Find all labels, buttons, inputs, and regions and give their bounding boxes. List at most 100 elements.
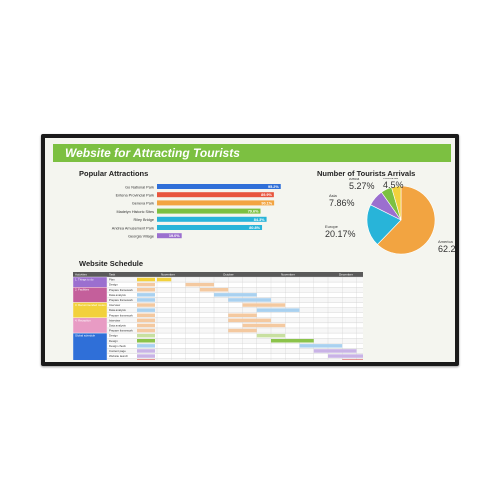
schedule-task-label: Design	[109, 283, 118, 287]
attractions-bar-chart: Go National Park 95.2% Entena Provincial P…	[112, 184, 281, 239]
bar-value-label: 19.0%	[169, 234, 180, 238]
pie-slice	[376, 185, 436, 255]
schedule-task-swatch	[137, 313, 155, 317]
bar-value-label: 79.6%	[248, 210, 259, 214]
schedule-gantt-bar	[228, 318, 271, 323]
schedule-task-label: Website launch	[109, 354, 129, 358]
schedule-task-label: Content page	[109, 349, 126, 353]
schedule-gantt-bar	[342, 359, 363, 360]
pie-value-label: 20.17%	[325, 229, 356, 239]
schedule-task-swatch	[137, 359, 155, 360]
pie-label: Europe	[325, 224, 339, 229]
schedule-task-swatch	[137, 323, 155, 328]
schedule-task-swatch	[137, 303, 155, 307]
schedule-gantt-bar	[328, 354, 363, 358]
schedule-task-label: Design check	[109, 344, 126, 348]
bar-mark	[157, 208, 261, 214]
schedule-row	[106, 358, 363, 360]
schedule-task-swatch	[137, 328, 155, 333]
screen: Website for Attracting Tourists Popular …	[45, 138, 455, 362]
schedule-task-label: Design	[109, 339, 118, 343]
schedule-task-label: Prepare framework	[109, 288, 133, 292]
schedule-task-swatch	[137, 349, 155, 353]
pie-slice	[391, 185, 402, 221]
bar-value-label: 95.2%	[268, 185, 279, 189]
schedule-task-swatch	[137, 333, 155, 338]
schedule-gantt: Activities Task November October November Dec…	[73, 272, 363, 360]
schedule-header-label: Task	[109, 273, 116, 277]
schedule-task-label: Prepare framework	[109, 313, 133, 317]
schedule-task-swatch	[137, 318, 155, 323]
schedule-group-label: 3. Recommended routes	[75, 303, 106, 307]
schedule-task-label: Data analysis	[109, 324, 126, 328]
bar-category-label: Geneva Park	[132, 202, 154, 206]
arrivals-heading: Number of Tourists Arrivals	[317, 169, 416, 178]
pie-value-label: 5.27%	[349, 181, 375, 191]
schedule-task-swatch	[137, 277, 155, 282]
schedule-heading: Website Schedule	[79, 259, 144, 268]
bar-category-label: Riley Bridge	[134, 218, 154, 222]
schedule-task-swatch	[137, 293, 155, 297]
pie-value-label: 7.86%	[329, 198, 355, 208]
bar-value-label: 80.8%	[249, 226, 260, 230]
bar-value-label: 89.9%	[261, 193, 272, 197]
bar-mark	[157, 192, 274, 198]
bar-mark	[157, 225, 263, 230]
bar-mark	[157, 200, 275, 206]
schedule-gantt-bar	[242, 303, 286, 307]
schedule-gantt-bar	[214, 293, 257, 297]
schedule-task-swatch	[137, 298, 155, 302]
attractions-heading: Popular Attractions	[79, 169, 149, 178]
schedule-gantt-bar	[185, 282, 214, 287]
schedule-task-swatch	[137, 354, 155, 358]
bar-category-label: Entena Provincial Park	[116, 194, 155, 198]
pie-label: Asia	[329, 193, 338, 198]
bar-category-label: Georgia Village	[128, 235, 154, 239]
schedule-gantt-bar	[157, 277, 172, 282]
schedule-task-label: Prepare framework	[109, 298, 133, 302]
bar-mark	[157, 216, 267, 222]
schedule-gantt-bar	[313, 349, 357, 353]
schedule-gantt-bar	[271, 339, 314, 343]
bar-mark	[157, 184, 281, 189]
schedule-gantt-bar	[299, 344, 343, 348]
schedule-task-label: Data analysis	[109, 308, 126, 312]
schedule-group-label: 4. Reception	[75, 318, 91, 322]
schedule-task-swatch	[137, 308, 155, 312]
schedule-header-row	[73, 272, 363, 277]
schedule-task-label: Plan	[109, 278, 115, 282]
bar-value-label: 90.1%	[261, 201, 272, 205]
schedule-gantt-bar	[228, 298, 271, 302]
schedule-task-label: Prepare framework	[109, 329, 133, 333]
schedule-task-swatch	[137, 339, 155, 343]
schedule-header-label: November	[161, 273, 175, 277]
pie-label: Oceania	[383, 178, 399, 180]
schedule-group-label: Global schedule	[75, 334, 96, 338]
schedule-gantt-bar	[256, 308, 300, 312]
schedule-header-label: December	[339, 273, 353, 277]
schedule-gantt-bar	[199, 288, 229, 292]
schedule-task-swatch	[137, 282, 155, 287]
title-bar: Website for Attracting Tourists	[53, 144, 451, 162]
schedule-task-swatch	[137, 344, 155, 348]
pie-value-label: 4.5%	[383, 180, 404, 190]
schedule-group-label: 2. Facilities	[75, 288, 90, 292]
bar-category-label: Madelyn Historic Sites	[116, 210, 154, 214]
schedule-task-label: Interview	[109, 318, 121, 322]
schedule-task-label: Data analysis	[109, 293, 126, 297]
bar-mark	[157, 233, 182, 239]
pie-label: Africa	[349, 178, 360, 181]
pie-slice	[366, 204, 402, 245]
bar-category-label: Andrea Amusement Park	[112, 226, 154, 230]
schedule-gantt-bar	[242, 323, 286, 328]
pie-value-label: 62.2%	[438, 244, 455, 254]
schedule-header-label: Activities	[75, 273, 87, 277]
schedule-header-label: October	[223, 273, 234, 277]
schedule-task-label: Interview	[109, 303, 121, 307]
pie-label: America	[438, 239, 453, 244]
monitor-frame: Website for Attracting Tourists Popular …	[41, 134, 459, 366]
schedule-task-label: Website Release	[109, 359, 131, 360]
page-title: Website for Attracting Tourists	[65, 146, 240, 160]
bar-category-label: Go National Park	[125, 185, 154, 189]
